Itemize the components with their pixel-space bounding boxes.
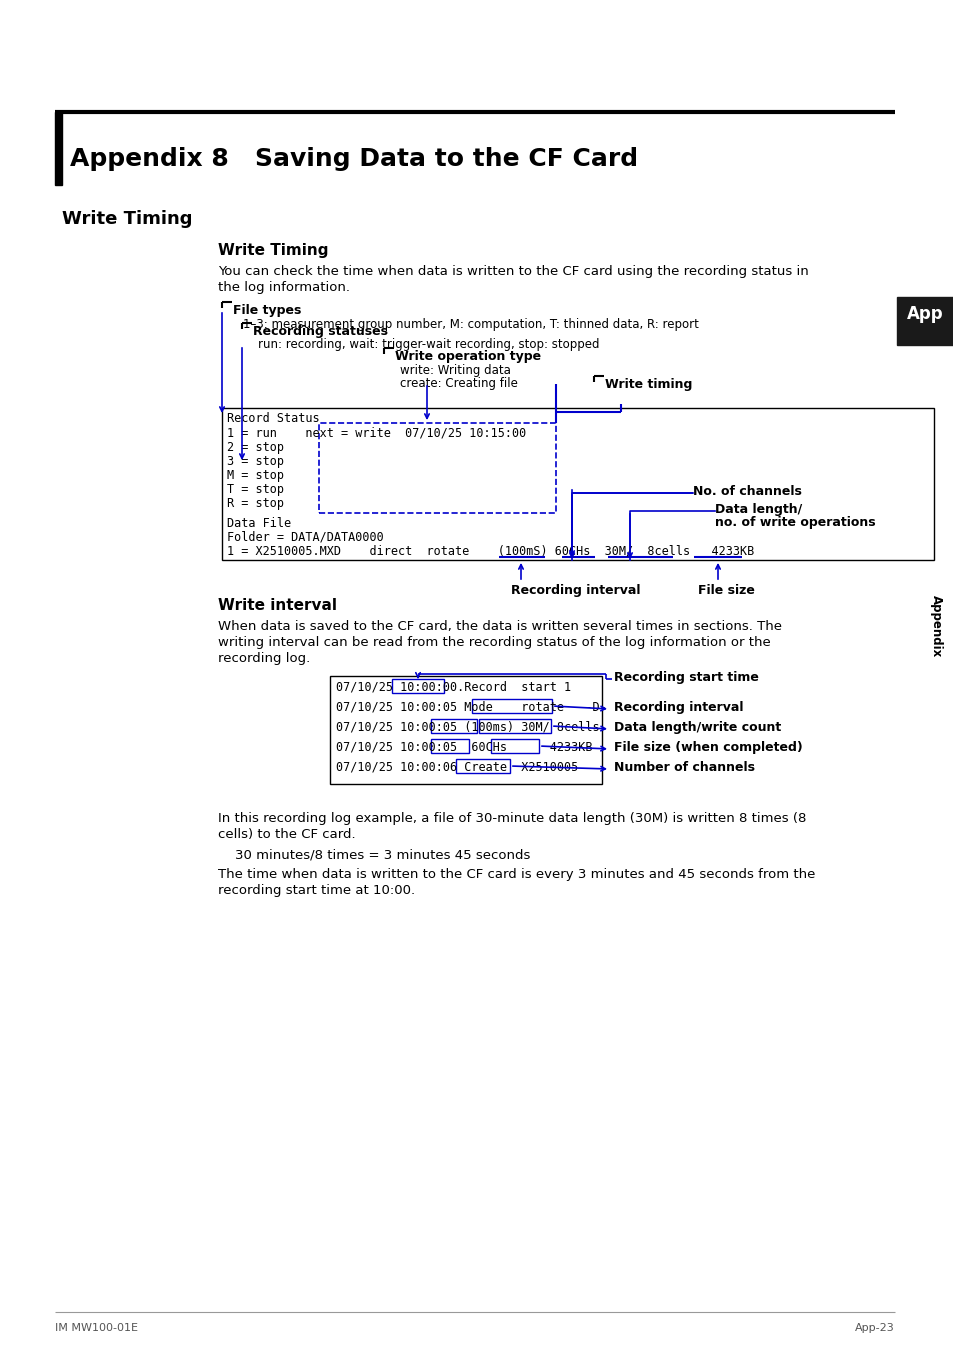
Text: File size: File size <box>698 585 754 597</box>
Text: File size (when completed): File size (when completed) <box>614 741 801 755</box>
Text: 07/10/25 10:00:00.Record  start 1: 07/10/25 10:00:00.Record start 1 <box>335 680 571 694</box>
Text: The time when data is written to the CF card is every 3 minutes and 45 seconds f: The time when data is written to the CF … <box>218 868 815 882</box>
Text: 3 = stop: 3 = stop <box>227 455 284 468</box>
Text: run: recording, wait: trigger-wait recording, stop: stopped: run: recording, wait: trigger-wait recor… <box>257 338 598 351</box>
Bar <box>431 738 469 753</box>
Bar <box>222 408 933 560</box>
Text: recording log.: recording log. <box>218 652 310 666</box>
Bar <box>896 297 953 346</box>
Text: When data is saved to the CF card, the data is written several times in sections: When data is saved to the CF card, the d… <box>218 620 781 633</box>
Bar <box>491 738 538 753</box>
Text: App-23: App-23 <box>854 1323 894 1332</box>
Text: Recording statuses: Recording statuses <box>253 325 388 338</box>
Text: Recording start time: Recording start time <box>614 671 758 684</box>
Text: cells) to the CF card.: cells) to the CF card. <box>218 828 355 841</box>
Bar <box>330 676 601 784</box>
Text: Appendix: Appendix <box>928 595 942 657</box>
Text: File types: File types <box>233 304 301 317</box>
Text: create: Creating file: create: Creating file <box>399 377 517 390</box>
Text: App: App <box>905 305 943 323</box>
Text: the log information.: the log information. <box>218 281 350 294</box>
Text: 1 = X2510005.MXD    direct  rotate    (100mS) 60CHs  30M/  8cells   4233KB: 1 = X2510005.MXD direct rotate (100mS) 6… <box>227 545 754 558</box>
Text: Data length/: Data length/ <box>714 504 801 516</box>
Text: recording start time at 10:00.: recording start time at 10:00. <box>218 884 415 896</box>
Text: 2 = stop: 2 = stop <box>227 441 284 454</box>
Text: writing interval can be read from the recording status of the log information or: writing interval can be read from the re… <box>218 636 770 649</box>
Text: Write Timing: Write Timing <box>62 211 193 228</box>
Text: Recording interval: Recording interval <box>614 701 742 714</box>
Text: 30 minutes/8 times = 3 minutes 45 seconds: 30 minutes/8 times = 3 minutes 45 second… <box>218 848 530 861</box>
Text: Appendix 8   Saving Data to the CF Card: Appendix 8 Saving Data to the CF Card <box>70 147 638 171</box>
Bar <box>478 720 551 733</box>
Text: M = stop: M = stop <box>227 468 284 482</box>
Text: Data length/write count: Data length/write count <box>614 721 781 734</box>
Text: In this recording log example, a file of 30-minute data length (30M) is written : In this recording log example, a file of… <box>218 811 805 825</box>
Text: Number of channels: Number of channels <box>614 761 754 774</box>
Text: write: Writing data: write: Writing data <box>399 364 511 377</box>
Text: 07/10/25 10:00:05  60CHs      4233KB: 07/10/25 10:00:05 60CHs 4233KB <box>335 741 592 755</box>
Text: You can check the time when data is written to the CF card using the recording s: You can check the time when data is writ… <box>218 265 808 278</box>
Bar <box>431 720 476 733</box>
Text: Recording interval: Recording interval <box>511 585 639 597</box>
Text: Write interval: Write interval <box>218 598 336 613</box>
Text: No. of channels: No. of channels <box>692 485 801 498</box>
Bar <box>456 759 510 774</box>
Text: 07/10/25 10:00:05 (100ms) 30M/ 8cells: 07/10/25 10:00:05 (100ms) 30M/ 8cells <box>335 721 599 734</box>
Text: 07/10/25 10:00:05 Mode    rotate   -D-: 07/10/25 10:00:05 Mode rotate -D- <box>335 701 606 714</box>
Text: Folder = DATA/DATA0000: Folder = DATA/DATA0000 <box>227 531 383 544</box>
Text: T = stop: T = stop <box>227 483 284 495</box>
Bar <box>55 112 62 185</box>
Text: 1–3: measurement group number, M: computation, T: thinned data, R: report: 1–3: measurement group number, M: comput… <box>243 319 699 331</box>
Text: Write operation type: Write operation type <box>395 350 540 363</box>
Text: 1 = run    next = write  07/10/25 10:15:00: 1 = run next = write 07/10/25 10:15:00 <box>227 427 526 440</box>
Bar <box>318 423 556 513</box>
Text: no. of write operations: no. of write operations <box>714 516 875 529</box>
Text: Write timing: Write timing <box>604 378 692 392</box>
Text: Data File: Data File <box>227 517 291 531</box>
Text: Write Timing: Write Timing <box>218 243 328 258</box>
Bar <box>472 699 552 713</box>
Text: IM MW100-01E: IM MW100-01E <box>55 1323 138 1332</box>
Bar <box>392 679 443 693</box>
Text: Record Status: Record Status <box>227 412 319 425</box>
Text: R = stop: R = stop <box>227 497 284 510</box>
Text: 07/10/25 10:00:06 Create  X2510005: 07/10/25 10:00:06 Create X2510005 <box>335 761 578 774</box>
